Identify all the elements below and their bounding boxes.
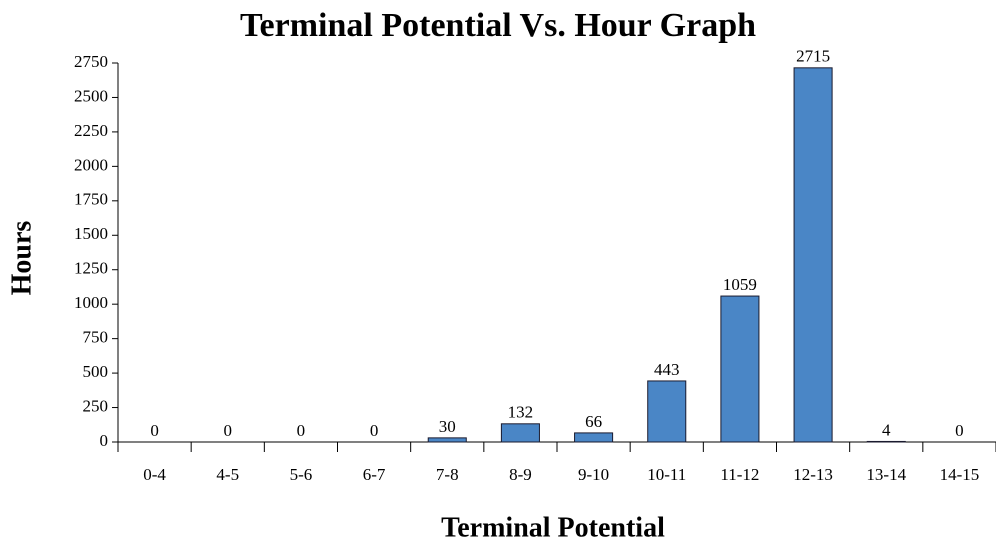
y-tick-label: 2000 <box>74 155 108 174</box>
bar <box>793 67 833 443</box>
x-tick-label: 9-10 <box>578 465 609 484</box>
x-tick-label: 10-11 <box>647 465 686 484</box>
bar <box>866 440 906 443</box>
bar <box>647 380 687 443</box>
y-tick-label: 1000 <box>74 293 108 312</box>
data-label: 1059 <box>723 275 757 294</box>
data-label: 132 <box>508 403 534 422</box>
x-tick-label: 5-6 <box>290 465 313 484</box>
data-label: 0 <box>297 421 306 440</box>
data-label: 4 <box>882 420 891 439</box>
y-axis-title: Hours <box>6 221 37 296</box>
y-tick-label: 250 <box>83 396 109 415</box>
y-tick-label: 500 <box>83 362 109 381</box>
bar <box>500 423 540 443</box>
data-label: 0 <box>955 421 964 440</box>
data-label: 0 <box>224 421 233 440</box>
y-tick-label: 1500 <box>74 224 108 243</box>
x-tick-label: 13-14 <box>866 465 906 484</box>
x-tick-label: 6-7 <box>363 465 386 484</box>
data-label: 66 <box>585 412 602 431</box>
chart-title: Terminal Potential Vs. Hour Graph <box>240 7 756 44</box>
y-tick-label: 750 <box>83 328 109 347</box>
data-label: 0 <box>370 421 379 440</box>
bar <box>574 432 614 443</box>
x-tick-label: 0-4 <box>143 465 166 484</box>
data-label: 0 <box>150 421 159 440</box>
x-tick-label: 7-8 <box>436 465 459 484</box>
y-tick-label: 0 <box>100 431 109 450</box>
data-label: 443 <box>654 360 680 379</box>
y-tick-label: 1250 <box>74 259 108 278</box>
x-tick-label: 14-15 <box>940 465 980 484</box>
x-tick-label: 12-13 <box>793 465 833 484</box>
y-tick-label: 2500 <box>74 86 108 105</box>
x-tick-label: 4-5 <box>216 465 239 484</box>
y-tick-label: 2250 <box>74 121 108 140</box>
x-axis-title: Terminal Potential <box>441 512 665 543</box>
bar <box>720 295 760 443</box>
bar <box>427 437 467 443</box>
x-tick-label: 8-9 <box>509 465 532 484</box>
data-label: 30 <box>439 417 456 436</box>
y-tick-label: 2750 <box>74 52 108 71</box>
data-label: 2715 <box>796 47 830 66</box>
x-tick-label: 11-12 <box>720 465 759 484</box>
y-tick-label: 1750 <box>74 190 108 209</box>
